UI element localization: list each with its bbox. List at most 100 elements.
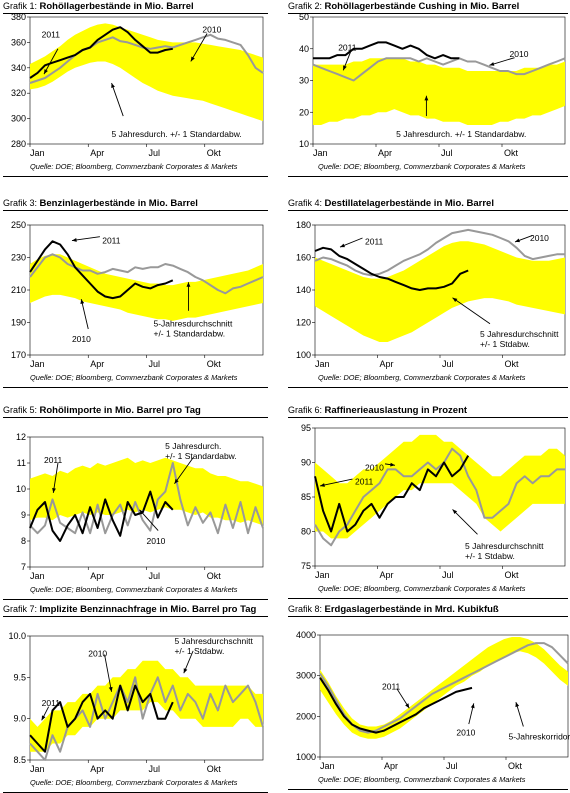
arrow-2010-head — [190, 56, 195, 62]
arrow-2011-head — [41, 715, 46, 721]
band-5yr — [313, 58, 565, 125]
y-tick-label: 320 — [11, 88, 26, 98]
title-rule — [288, 417, 568, 418]
chart-svg: 10 20 30 40 50 Jan Apr Jul Okt 2011 2010 5 Jahresdu… — [299, 12, 566, 158]
arrow-band-head — [452, 509, 458, 515]
x-tick-label: Jul — [149, 148, 161, 158]
arrow-2011 — [71, 236, 100, 242]
chart-title-text: Destillatelagerbestände in Mio. Barrel — [324, 198, 494, 209]
source-note: Quelle: DOE; Bloomberg, Commerzbank Corp… — [318, 373, 526, 382]
y-tick-label: 40 — [299, 44, 309, 54]
chart-title-text: Implizite Benzinnachfrage in Mio. Barrel… — [39, 604, 257, 615]
x-tick-label: Jan — [30, 764, 45, 774]
bottom-rule — [288, 176, 568, 177]
y-tick-label: 120 — [296, 318, 311, 328]
chart-number: Grafik 7: — [3, 604, 40, 614]
source-note: Quelle: DOE; Bloomberg, Commerzbank Corp… — [30, 778, 238, 787]
y-tick-label: 180 — [296, 220, 311, 230]
y-tick-label: 7 — [21, 562, 26, 572]
arrow-2011-head — [43, 69, 48, 75]
arrow-2010-head — [489, 62, 495, 66]
x-tick-label: Jan — [30, 148, 45, 158]
label-2010: 2010 — [72, 334, 91, 344]
y-tick-label: 9.0 — [13, 714, 26, 724]
y-tick-label: 11 — [17, 458, 26, 468]
label-band: 5-Jahresdurchschnitt — [153, 319, 233, 329]
series-2010-line — [29, 462, 264, 535]
y-tick-label: 4000 — [296, 630, 316, 640]
title-rule — [288, 13, 568, 14]
label-2010: 2010 — [147, 536, 166, 546]
arrow-band-head — [111, 83, 115, 89]
arrow-2011-head — [405, 703, 410, 709]
chart-number: Grafik 6: — [288, 405, 325, 415]
bottom-rule — [288, 387, 568, 388]
series-2010-line — [314, 447, 565, 547]
chart-title-text: Raffinerieauslastung in Prozent — [324, 405, 468, 416]
bottom-rule — [3, 599, 268, 600]
chart-title-text: Rohöllagerbestände Cushing in Mio. Barre… — [324, 1, 520, 12]
chart-panel-3: Grafik 3: Benzinlagerbestände in Mio. Ba… — [3, 197, 268, 397]
bottom-rule — [288, 789, 568, 790]
label-band: 5 Jahresdurchschnitt — [174, 636, 253, 646]
label-2010: 2010 — [365, 463, 384, 473]
chart-panel-8: Grafik 8: Erdgaslagerbestände in Mrd. Ku… — [288, 603, 570, 790]
arrow-band-head — [183, 668, 188, 674]
series-2010-line — [319, 642, 569, 734]
x-tick-label: Apr — [378, 148, 392, 158]
chart-title: Grafik 2: Rohöllagerbestände Cushing in … — [288, 1, 519, 12]
arrow-2010-head — [515, 238, 520, 243]
y-tick-label: 190 — [11, 318, 26, 328]
y-tick-label: 250 — [11, 220, 26, 230]
chart-title-text: Rohölimporte in Mio. Barrel pro Tag — [39, 405, 201, 416]
series-2011-line — [319, 677, 473, 734]
series-2011-line — [314, 455, 470, 533]
y-tick-label: 10.0 — [8, 631, 26, 641]
x-tick-label: Apr — [90, 571, 104, 581]
chart-svg: 280 300 320 340 360 380 Jan Apr Jul Okt 2011 2010 5 … — [11, 12, 264, 158]
chart-title: Grafik 6: Raffinerieauslastung in Prozen… — [288, 405, 467, 416]
source-note: Quelle: DOE; Bloomberg, Commerzbank Corp… — [30, 162, 238, 171]
chart-title: Grafik 3: Benzinlagerbestände in Mio. Ba… — [3, 198, 198, 209]
arrow-band-head — [186, 282, 191, 287]
x-tick-label: Jul — [441, 148, 453, 158]
arrow-2011 — [319, 478, 353, 487]
chart-title-text: Erdgaslagerbestände in Mrd. Kubikfuß — [324, 604, 499, 615]
arrow-band — [452, 509, 478, 535]
bottom-rule — [3, 387, 268, 388]
y-tick-label: 12 — [16, 432, 26, 442]
arrow-band — [174, 457, 194, 485]
label-2010: 2010 — [456, 728, 475, 738]
arrow-band — [452, 297, 491, 325]
label-band: +/- 1 Stdabw. — [480, 339, 530, 349]
y-tick-label: 75 — [301, 561, 311, 571]
x-tick-label: Okt — [207, 571, 222, 581]
chart-panel-7: Grafik 7: Implizite Benzinnachfrage in M… — [3, 603, 268, 793]
y-tick-label: 8.5 — [13, 755, 26, 765]
y-tick-label: 140 — [296, 285, 311, 295]
label-2011: 2011 — [44, 455, 63, 465]
label-band: 5 Jahresdurch. +/- 1 Standardabw. — [396, 129, 526, 139]
label-band: +/- 1 Standardabw. — [153, 329, 225, 339]
title-rule — [3, 616, 268, 617]
y-tick-label: 340 — [11, 63, 26, 73]
y-tick-label: 50 — [299, 12, 309, 22]
chart-number: Grafik 3: — [3, 198, 40, 208]
series-2011-line — [29, 26, 173, 79]
chart-title: Grafik 1: Rohöllagerbestände in Mio. Bar… — [3, 1, 194, 12]
x-tick-label: Jan — [320, 761, 335, 771]
label-band: 5 Jahresdurch. +/- 1 Standardabw. — [112, 129, 242, 139]
series-2010-line — [314, 228, 565, 277]
chart-number: Grafik 1: — [3, 1, 40, 11]
chart-svg: 7 8 9 10 11 12 Jan Apr Jul Okt 2011 2010 5 Jahresdur… — [16, 432, 264, 581]
x-tick-label: Apr — [90, 764, 104, 774]
arrow-2010-head — [470, 703, 475, 709]
label-2011: 2011 — [338, 42, 357, 52]
x-tick-label: Okt — [508, 761, 523, 771]
y-tick-label: 80 — [301, 527, 311, 537]
arrow-2011-head — [320, 483, 325, 487]
chart-number: Grafik 4: — [288, 198, 325, 208]
arrow-2010 — [104, 654, 112, 692]
chart-svg: 100 120 140 160 180 Jan Apr Jul Okt 2011 2010 5 Jah… — [296, 220, 566, 369]
y-tick-label: 90 — [301, 458, 311, 468]
